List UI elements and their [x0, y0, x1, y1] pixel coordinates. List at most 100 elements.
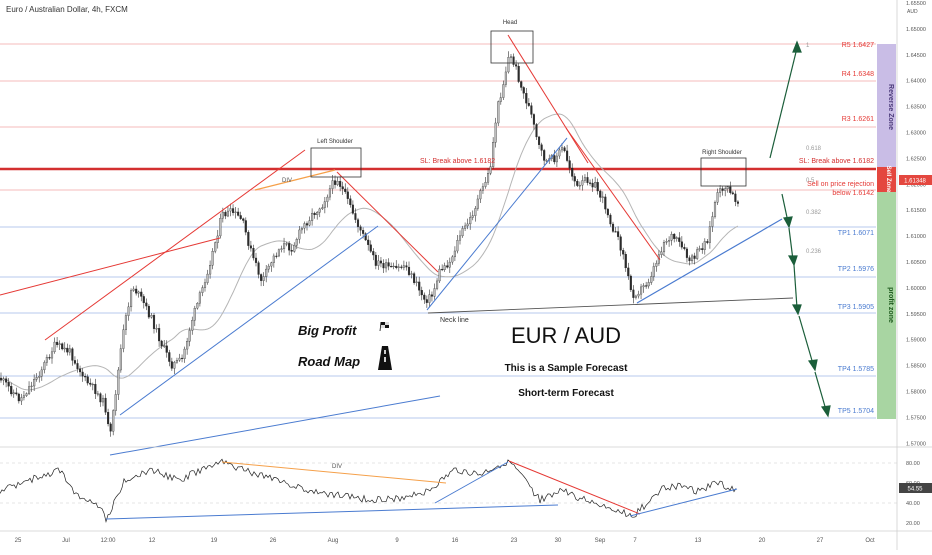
candle-body — [112, 410, 115, 432]
candle-body — [545, 160, 548, 162]
price-tick-label: 1.65000 — [906, 27, 926, 33]
tp4-label: TP4 1.5785 — [838, 366, 874, 373]
candle-body — [680, 241, 683, 248]
candle-body — [420, 290, 423, 296]
candle-body — [471, 215, 474, 218]
candle-body — [402, 265, 405, 268]
candle-body — [305, 223, 309, 226]
candle-body — [193, 308, 196, 321]
current-price-value: 1.61348 — [904, 179, 926, 185]
time-tick-label: 27 — [817, 538, 824, 544]
sl-left-label: SL: Break above 1.6182 — [420, 158, 495, 165]
candle-body — [356, 219, 360, 227]
candle-body — [290, 250, 293, 252]
candle-body — [17, 393, 20, 402]
candle-body — [696, 249, 699, 259]
candle-body — [425, 299, 428, 303]
candle-body — [165, 345, 168, 353]
candle-body — [634, 295, 637, 298]
fib-618: 0.618 — [806, 146, 822, 152]
candle-body — [494, 122, 497, 143]
candle-body — [262, 276, 265, 281]
candle-body — [617, 231, 620, 237]
rsi-current-value: 54.55 — [907, 487, 923, 493]
candle-body — [589, 182, 592, 184]
reverse-zone — [877, 44, 896, 167]
time-tick-label: Oct — [865, 538, 875, 544]
candle-body — [622, 250, 625, 255]
time-tick-label: 20 — [759, 538, 766, 544]
candle-body — [216, 235, 219, 243]
candle-body — [50, 351, 54, 359]
candle-body — [392, 265, 395, 268]
candle-body — [198, 292, 201, 304]
candle-body — [63, 347, 66, 350]
candle-body — [323, 201, 326, 208]
candle-body — [693, 255, 696, 259]
candle-body — [604, 196, 607, 210]
candle-body — [288, 243, 291, 251]
candle-body — [173, 362, 176, 369]
price-axis[interactable]: 1.65500 1.65000 1.64500 1.64000 1.63500 1.630… — [906, 1, 926, 447]
candle-body — [219, 218, 222, 237]
candle-body — [652, 266, 655, 277]
candle-body — [499, 97, 502, 102]
candle-body — [453, 250, 456, 258]
candle-body — [532, 114, 535, 125]
price-tick-label: 1.64500 — [906, 53, 926, 59]
big-profit-text: Big Profit — [298, 323, 357, 338]
candle-body — [525, 93, 528, 104]
candle-body — [84, 376, 87, 378]
price-tick-label: 1.57500 — [906, 415, 926, 421]
price-tick-label: 1.60000 — [906, 286, 926, 292]
candle-body — [509, 56, 513, 58]
candle-body — [221, 211, 224, 219]
tp2-label: TP2 1.5976 — [838, 266, 874, 273]
fib-236: 0.236 — [806, 249, 822, 255]
candle-body — [137, 291, 140, 294]
candle-body — [624, 254, 627, 269]
candle-body — [354, 213, 357, 220]
candle-body — [558, 149, 561, 157]
candle-body — [369, 244, 372, 252]
candle-body — [43, 362, 46, 371]
candle-body — [451, 256, 454, 263]
candle-body — [150, 315, 153, 318]
r4-label: R4 1.6348 — [842, 71, 874, 78]
tp3-label: TP3 1.5905 — [838, 304, 874, 311]
candle-body — [413, 273, 416, 283]
time-tick-label: 26 — [270, 538, 277, 544]
candle-body — [303, 223, 306, 229]
candle-body — [239, 215, 242, 219]
candle-body — [698, 248, 701, 250]
fib-382: 0.382 — [806, 210, 822, 216]
candle-body — [415, 281, 418, 283]
candle-body — [701, 248, 704, 250]
candle-body — [675, 237, 678, 239]
sell-zone-label: Sell Zone — [885, 166, 891, 193]
candle-body — [313, 212, 316, 216]
candle-body — [15, 392, 18, 395]
candle-body — [466, 223, 469, 227]
candle-body — [627, 267, 630, 277]
time-axis[interactable]: 25 Jul 12:00 12 19 26 Aug 9 16 23 30 Sep 7 13 20 27 Oct — [15, 538, 875, 544]
candle-body — [53, 341, 56, 353]
candle-body — [76, 363, 79, 369]
candle-body — [481, 186, 484, 191]
left-shoulder-label: Left Shoulder — [317, 139, 353, 145]
candle-body — [418, 281, 421, 291]
candle-body — [247, 232, 250, 246]
price-tick-label: 1.60500 — [906, 260, 926, 266]
price-tick-label: 1.65500 — [906, 1, 926, 7]
candle-body — [249, 245, 252, 249]
reverse-zone-label: Reverse Zone — [887, 84, 894, 130]
candle-body — [484, 182, 487, 187]
candle-body — [731, 192, 734, 195]
neck-line-label: Neck line — [440, 317, 469, 324]
candle-body — [423, 294, 426, 300]
candle-body — [214, 242, 217, 252]
candle-body — [609, 214, 612, 225]
candle-body — [35, 377, 38, 380]
candle-body — [581, 180, 584, 186]
